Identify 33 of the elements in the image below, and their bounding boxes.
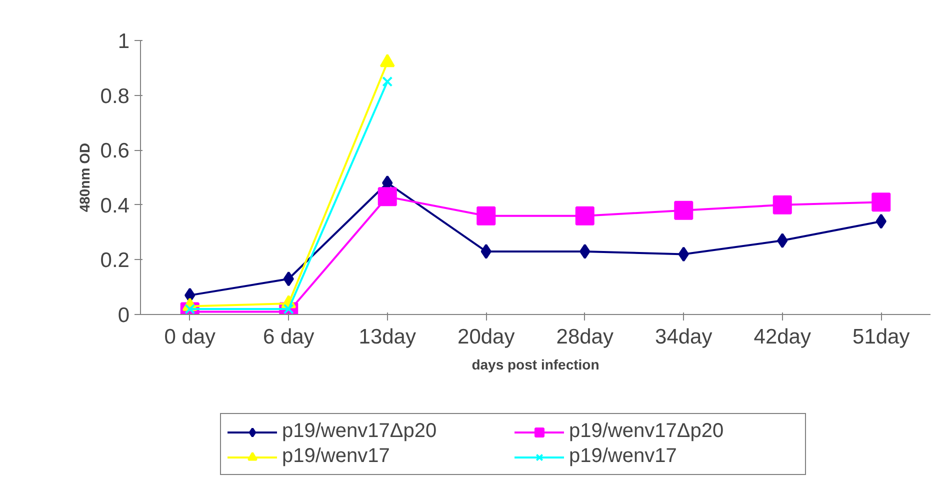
x-tick-label: 51day (852, 326, 910, 348)
point (382, 76, 393, 87)
point (772, 195, 792, 214)
y-tick-label: 1 (118, 30, 130, 53)
point (777, 233, 788, 248)
point (378, 187, 397, 206)
legend-label: p19/wenv17 (282, 445, 391, 468)
y-tick-label: 0.6 (100, 140, 130, 163)
x-tick-label: 0 day (164, 326, 216, 348)
x-tick-label: 42day (754, 326, 812, 348)
point (480, 244, 492, 259)
point (283, 271, 294, 286)
x-tick-label: 20day (458, 326, 516, 348)
legend-label: p19/wenv17Δp20 (569, 420, 725, 443)
point (575, 206, 594, 226)
x-tick-label: 28day (556, 326, 614, 348)
point (876, 214, 886, 229)
x-axis-title: days post infection (472, 356, 600, 372)
x-tick-label: 6 day (262, 326, 315, 348)
point (872, 192, 891, 212)
x-tick-label: 13day (358, 326, 416, 348)
y-tick-label: 0 (118, 304, 130, 327)
legend-label: p19/wenv17Δp20 (282, 420, 438, 443)
x-tick-label: 34day (655, 326, 713, 348)
y-axis-title: 480nm OD (76, 142, 92, 212)
legend-label: p19/wenv17 (569, 445, 678, 468)
y-tick-label: 0.4 (100, 194, 130, 218)
point (674, 200, 694, 220)
point (580, 244, 590, 259)
point (678, 246, 689, 262)
y-tick-label: 0.8 (100, 84, 130, 108)
y-tick-label: 0.2 (100, 249, 130, 272)
point (476, 206, 496, 226)
